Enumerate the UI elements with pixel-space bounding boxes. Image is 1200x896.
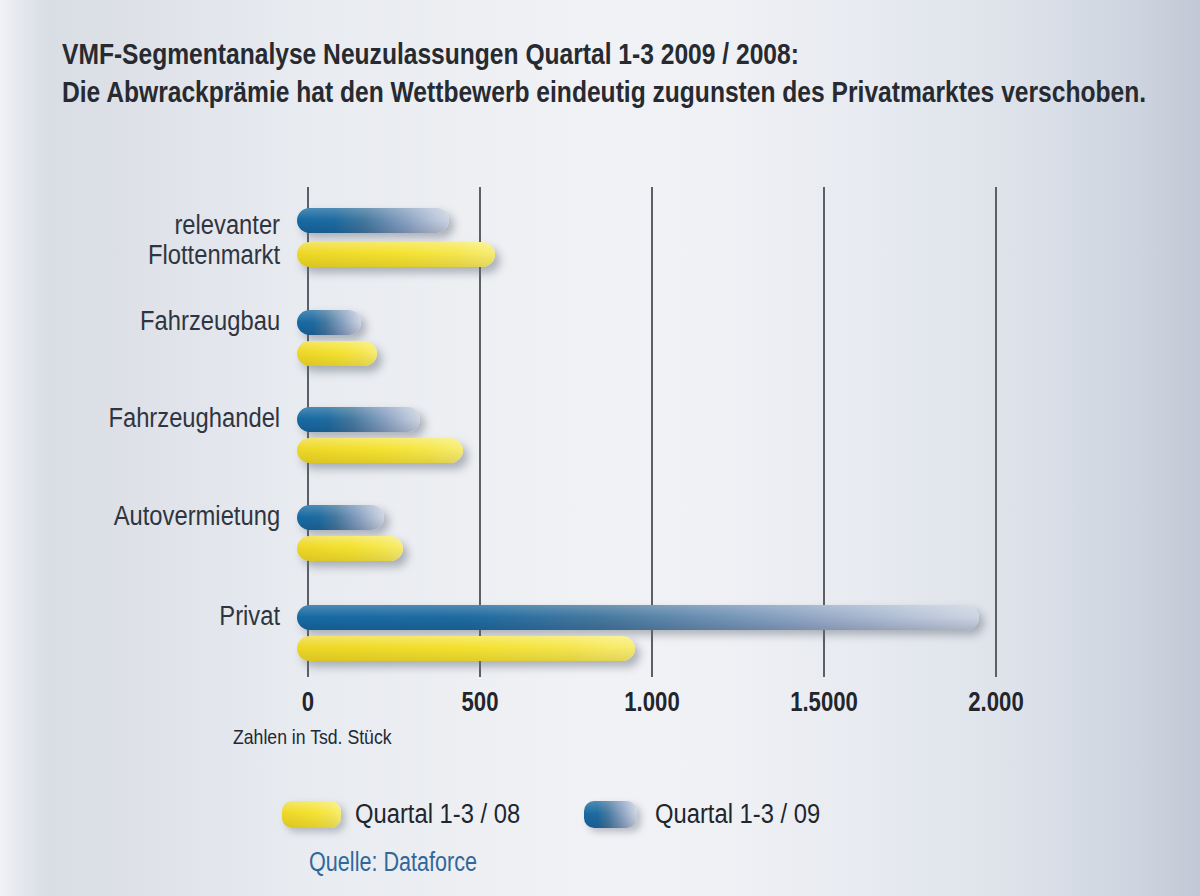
legend-swatch-quartal-09 — [584, 801, 637, 828]
bar-q09-2 — [297, 407, 420, 432]
x-tick-label: 0 — [302, 689, 314, 716]
x-tick-label: 1.000 — [624, 689, 679, 716]
category-label-line: relevanter — [148, 210, 280, 240]
category-label-line: Flottenmarkt — [148, 240, 280, 270]
legend-swatch-quartal-08 — [282, 801, 341, 828]
chart-title-line1: VMF-Segmentanalyse Neuzulassungen Quarta… — [62, 35, 1146, 73]
bar-q08-1 — [297, 341, 377, 366]
x-tick-label: 1.5000 — [790, 689, 858, 716]
category-label-line: Privat — [219, 601, 280, 631]
category-label: Fahrzeughandel — [108, 403, 280, 433]
bar-q09-4 — [297, 605, 979, 630]
chart-title: VMF-Segmentanalyse Neuzulassungen Quarta… — [62, 35, 1146, 111]
category-label: Autovermietung — [114, 501, 280, 531]
bar-q08-3 — [297, 536, 403, 561]
x-tick-label: 500 — [462, 689, 499, 716]
bar-q09-0 — [297, 208, 449, 233]
bar-q08-2 — [297, 438, 463, 463]
category-label: relevanterFlottenmarkt — [148, 210, 280, 270]
category-label-line: Fahrzeugbau — [140, 306, 280, 336]
x-axis-caption: Zahlen in Tsd. Stück — [233, 725, 392, 749]
bar-q09-3 — [297, 505, 384, 530]
category-label-line: Autovermietung — [114, 501, 280, 531]
category-label-line: Fahrzeughandel — [108, 403, 280, 433]
gridline-2.000 — [995, 187, 997, 677]
gridline-1.5000 — [823, 187, 825, 677]
bar-q08-0 — [297, 242, 495, 267]
gridline-1.000 — [651, 187, 653, 677]
legend-label-quartal-09: Quartal 1-3 / 09 — [655, 800, 820, 828]
source-credit: Quelle: Dataforce — [309, 847, 477, 878]
bar-q08-4 — [297, 636, 635, 661]
chart-title-line2: Die Abwrackprämie hat den Wettbewerb ein… — [62, 73, 1146, 111]
bar-q09-1 — [297, 310, 361, 335]
legend-label-quartal-08: Quartal 1-3 / 08 — [355, 800, 520, 828]
x-tick-label: 2.000 — [968, 689, 1023, 716]
category-label: Fahrzeugbau — [140, 306, 280, 336]
category-label: Privat — [219, 601, 280, 631]
page: VMF-Segmentanalyse Neuzulassungen Quarta… — [0, 0, 1200, 896]
